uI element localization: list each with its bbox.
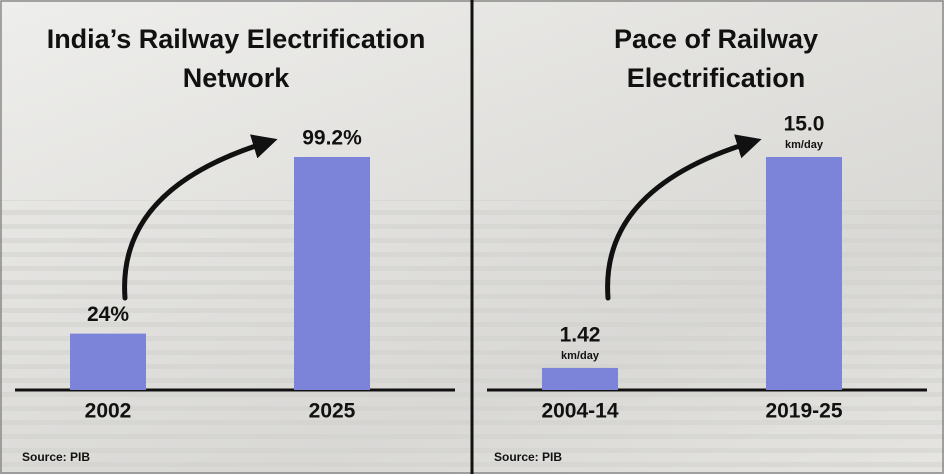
bar <box>70 333 146 390</box>
bar <box>542 367 618 390</box>
x-tick-label: 2002 <box>85 400 132 423</box>
x-tick-label: 2025 <box>309 400 356 423</box>
unit-label: km/day <box>561 350 600 362</box>
value-label: 99.2% <box>302 127 362 150</box>
chart-title: Pace of Railway Electrification <box>613 24 819 93</box>
bar <box>766 157 842 390</box>
chart-title: India’s Railway Electrification Network <box>46 24 426 93</box>
value-label: 1.42 <box>560 323 601 346</box>
value-label: 15.0 <box>784 113 825 136</box>
value-label: 24% <box>87 303 129 326</box>
arrow <box>122 134 278 301</box>
x-tick-label: 2019-25 <box>765 400 842 423</box>
source: Source: PIB <box>494 450 562 464</box>
arrow <box>605 134 762 301</box>
bar <box>294 157 370 390</box>
x-tick-label: 2004-14 <box>541 400 618 423</box>
source: Source: PIB <box>22 450 90 464</box>
unit-label: km/day <box>785 139 824 151</box>
